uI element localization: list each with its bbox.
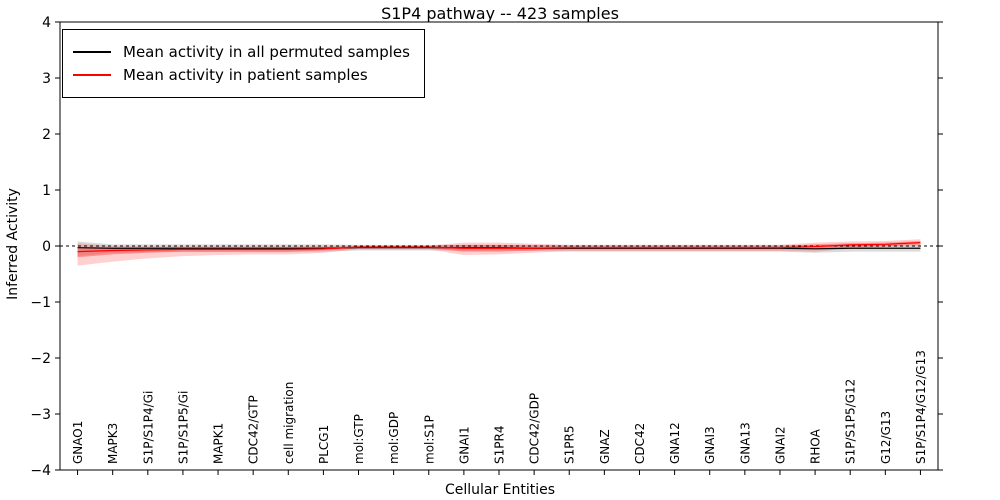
x-axis-label: Cellular Entities — [444, 482, 556, 498]
y-tick-label: −4 — [30, 463, 51, 479]
y-tick-label: 1 — [42, 183, 51, 199]
x-tick-label: GNAI1 — [457, 426, 471, 464]
x-tick-label: S1P/S1P5/Gi — [176, 391, 190, 464]
x-tick-label: S1PR5 — [563, 426, 577, 464]
x-tick-label: S1P/S1P4/Gi — [141, 391, 155, 464]
x-tick-label: GNAI3 — [703, 426, 717, 464]
x-tick-label: S1P/S1P5/G12 — [844, 379, 858, 464]
patient-mean-line — [77, 242, 921, 253]
x-tick-label: G12/G13 — [879, 411, 893, 464]
x-tick-label: S1P/S1P4/G12/G13 — [914, 350, 928, 464]
x-tick-label: CDC42 — [633, 423, 647, 464]
y-tick-label: 2 — [42, 127, 51, 143]
x-tick-label: cell migration — [282, 382, 296, 464]
x-tick-label: CDC42/GTP — [247, 395, 261, 464]
x-tick-label: mol:GTP — [352, 414, 366, 464]
legend: Mean activity in all permuted samples Me… — [62, 29, 425, 98]
y-tick-label: 0 — [42, 239, 51, 255]
x-tick-label: GNA12 — [668, 422, 682, 464]
legend-label-permuted: Mean activity in all permuted samples — [123, 43, 410, 61]
permuted-line-swatch — [73, 51, 111, 53]
x-tick-label: GNA13 — [738, 422, 752, 464]
legend-item-permuted: Mean activity in all permuted samples — [73, 43, 410, 61]
x-tick-label: mol:S1P — [422, 415, 436, 464]
patient-line-swatch — [73, 74, 111, 76]
chart-title: S1P4 pathway -- 423 samples — [381, 4, 619, 23]
y-tick-label: 3 — [42, 71, 51, 87]
y-tick-label: −1 — [30, 295, 51, 311]
x-tick-label: PLCG1 — [317, 425, 331, 464]
x-tick-label: MAPK3 — [106, 423, 120, 464]
x-tick-label: mol:GDP — [387, 412, 401, 464]
x-tick-label: GNAZ — [598, 429, 612, 464]
x-tick-label: RHOA — [809, 428, 823, 464]
patient-inner-band — [77, 240, 921, 258]
x-tick-label: GNAI2 — [773, 426, 787, 464]
x-tick-label: MAPK1 — [212, 423, 226, 464]
y-tick-label: −3 — [30, 407, 51, 423]
x-tick-label: CDC42/GDP — [528, 393, 542, 464]
patient-outer-band — [77, 239, 921, 266]
y-tick-label: 4 — [42, 15, 51, 31]
legend-item-patient: Mean activity in patient samples — [73, 66, 410, 84]
x-tick-label: GNAO1 — [71, 421, 85, 464]
x-tick-label: S1PR4 — [493, 426, 507, 464]
y-tick-label: −2 — [30, 351, 51, 367]
legend-label-patient: Mean activity in patient samples — [123, 66, 368, 84]
